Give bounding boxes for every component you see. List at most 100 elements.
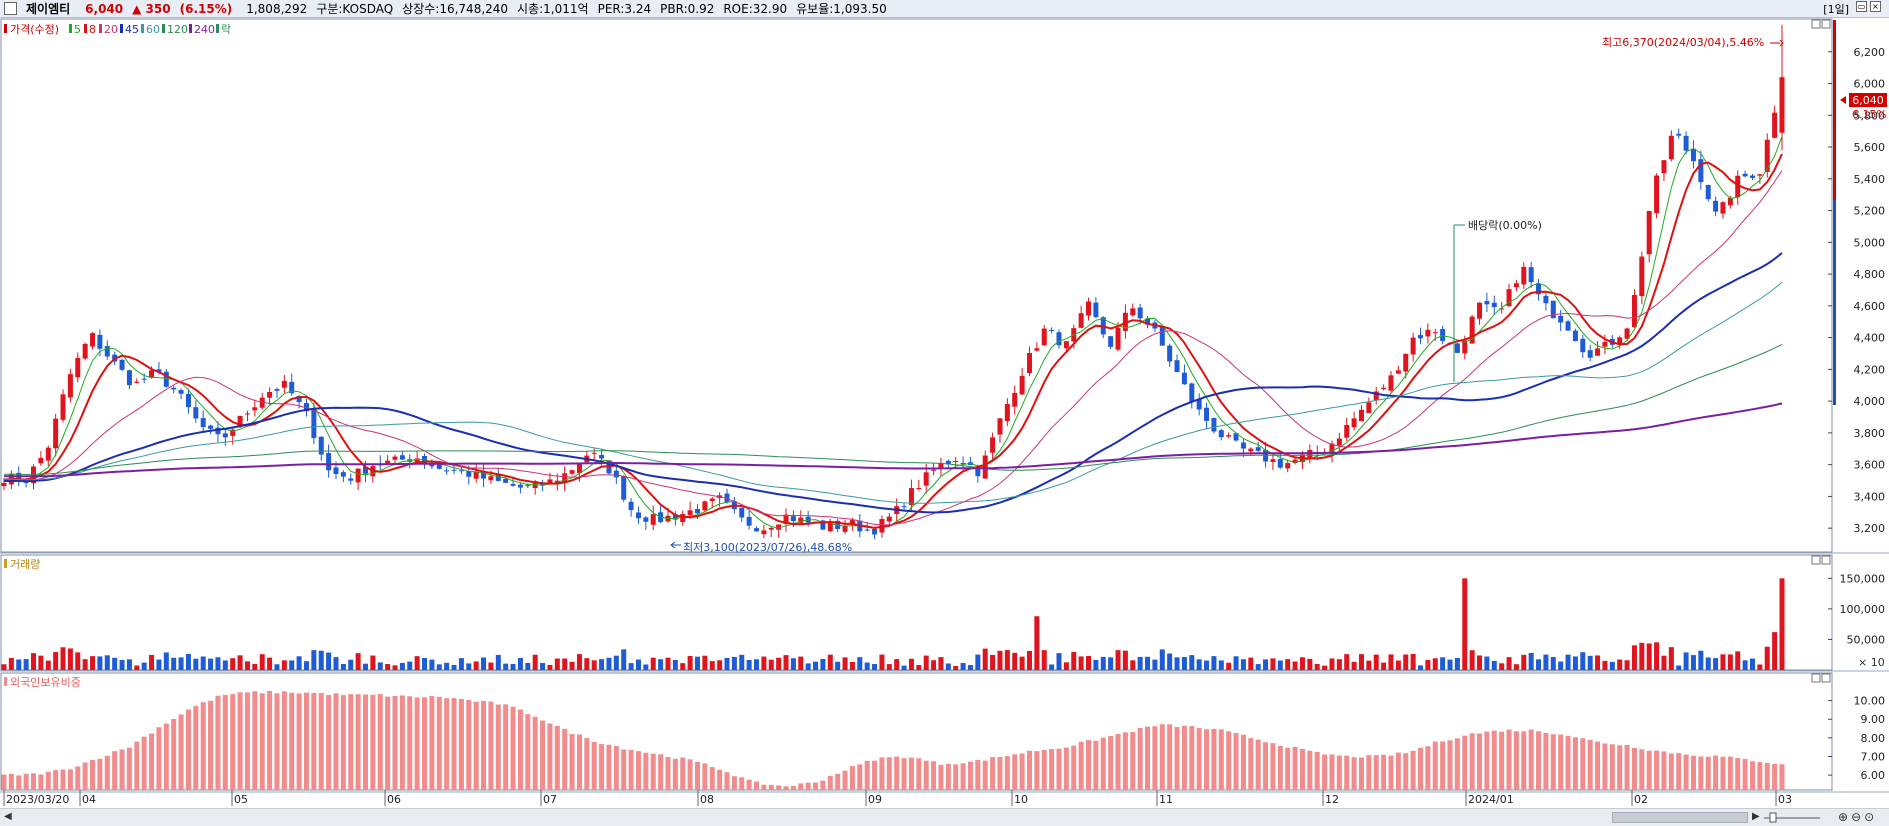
candle [1550,300,1556,319]
candle [517,482,523,494]
foreign-bar [495,704,501,790]
volume-bar [628,663,634,670]
foreign-bar [1469,733,1475,790]
candle [724,488,730,504]
legend-ex-div: 락 [221,23,231,36]
foreign-bar [385,696,391,790]
restore-icon[interactable]: ▭ [1856,1,1867,12]
price-tick-label: 3,200 [1854,522,1886,535]
foreign-bar [1454,738,1460,790]
foreign-bar [399,695,405,790]
foreign-bar [842,770,848,790]
candle [1580,334,1586,359]
legend-ma120: 120 [167,23,188,36]
candle [1167,343,1173,367]
volume-bar [1285,659,1291,670]
close-icon[interactable]: × [1870,1,1881,12]
volume-bar [1572,656,1578,670]
candle [178,388,184,400]
period-selector[interactable]: [1일] [1823,3,1849,16]
candle [1528,261,1534,288]
foreign-bar [1270,743,1276,790]
zoom-slider[interactable] [1762,812,1822,823]
horizontal-scrollbar[interactable]: ◀ ▶ ⊕ ⊖ ⊙ [0,808,1889,826]
volume-bar [1093,659,1099,670]
candle [90,332,96,350]
candle [1403,353,1409,379]
scroll-thumb[interactable] [1612,812,1748,823]
candle [1093,297,1099,319]
candle [628,498,634,517]
volume-bar [1447,659,1453,670]
volume-bar [104,655,110,670]
candle [45,445,51,466]
x-tick-label: 07 [543,793,557,806]
foreign-bar [1749,761,1755,790]
volume-bar [1196,659,1202,670]
volume-bar [222,660,228,670]
volume-bar [1211,656,1217,670]
volume-bar [1676,665,1682,670]
foreign-bar [938,764,944,790]
foreign-bar [208,700,214,790]
foreign-bar [1624,745,1630,790]
candle [1373,386,1379,405]
volume-bar [599,659,605,670]
candle [1344,417,1350,442]
foreign-bar [90,759,96,790]
volume-bar [1639,642,1645,670]
foreign-bar [680,757,686,790]
volume-bar [429,659,435,670]
volume-bar [694,656,700,670]
ma240-line [4,402,1783,478]
candle [1572,328,1578,342]
foreign-bar [1617,745,1623,790]
foreign-bar [694,761,700,790]
foreign-bar [783,786,789,790]
volume-bar [1624,660,1630,670]
foreign-tick-label: 7.00 [1861,750,1886,763]
price-pointer-icon [1840,96,1846,104]
select-checkbox[interactable] [4,2,17,15]
candle [1049,327,1055,334]
foreign-bar [185,709,191,790]
stock-chart[interactable]: 3,200 3,400 3,600 3,800 4,000 4,200 4,400 4,600… [0,0,1889,808]
foreign-bar [281,691,287,790]
candle [702,500,708,512]
last-price-tag [1849,93,1887,107]
foreign-bar [1720,756,1726,790]
volume-bar [1735,651,1741,670]
volume-bar [1034,616,1040,670]
volume-bar [1071,651,1077,670]
foreign-bar [1550,734,1556,790]
candle [591,448,597,461]
volume-bar [724,657,730,670]
price-change-pct: (6.15%) [179,1,233,16]
candle [1395,365,1401,375]
price-tick-label: 3,400 [1854,490,1886,503]
scroll-left-icon[interactable]: ◀ [4,811,12,822]
zoom-in-icon[interactable]: ⊕ [1838,810,1849,824]
candle [1255,441,1261,452]
volume-bar [149,654,155,670]
ma20-line [3,170,1783,526]
candle [1631,289,1637,328]
zoom-reset-icon[interactable]: ⊙ [1864,810,1875,824]
candle [709,496,715,509]
volume-bar [112,657,118,670]
candle [643,516,649,530]
foreign-bar [591,741,597,790]
foreign-bar [444,698,450,790]
candle [635,506,641,524]
volume-bar [1078,656,1084,670]
volume-bar [650,657,656,670]
volume-bar [1654,642,1660,670]
zoom-out-icon[interactable]: ⊖ [1851,810,1862,824]
candle [1034,342,1040,352]
candle [414,451,420,463]
foreign-bar [1211,728,1217,790]
price-tick-label: 6,200 [1854,46,1886,59]
scroll-right-icon[interactable]: ▶ [1752,811,1760,822]
foreign-bar [215,695,221,790]
candle [281,374,287,393]
